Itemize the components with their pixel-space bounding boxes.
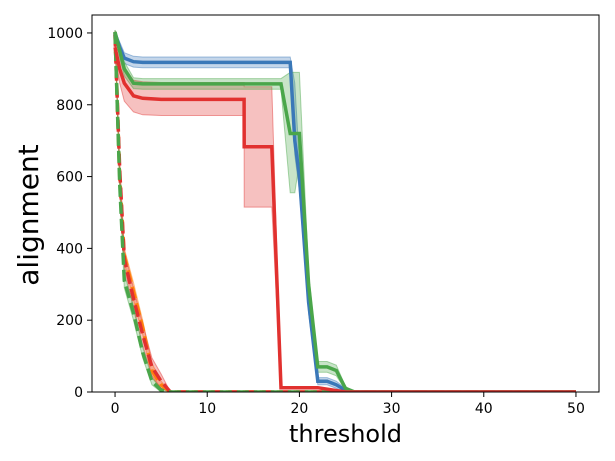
x-tick-label: 0 xyxy=(111,401,120,417)
series-1-line xyxy=(113,46,576,392)
series-0-band xyxy=(114,30,576,392)
y-axis-label: alignment xyxy=(12,144,45,285)
y-tick-label: 1000 xyxy=(47,26,83,42)
y-tick-label: 800 xyxy=(56,98,83,114)
x-tick-label: 30 xyxy=(383,401,401,417)
series-5-line xyxy=(113,31,576,392)
x-tick-label: 40 xyxy=(475,401,493,417)
series-2-line xyxy=(113,31,576,392)
x-axis-label: threshold xyxy=(289,420,402,448)
y-tick-label: 200 xyxy=(56,313,83,329)
plot-frame xyxy=(91,14,600,393)
y-tick-label: 400 xyxy=(56,241,83,257)
y-tick-label: 0 xyxy=(74,385,83,401)
x-tick-label: 50 xyxy=(567,401,585,417)
x-axis-ticks: 0 10 20 30 40 50 xyxy=(111,392,585,417)
x-tick-label: 20 xyxy=(290,401,308,417)
series-2-band xyxy=(114,29,576,392)
x-tick-label: 10 xyxy=(198,401,216,417)
series-lines xyxy=(113,31,576,392)
y-tick-label: 600 xyxy=(56,170,83,186)
y-axis-ticks: 0 200 400 600 800 1000 xyxy=(47,26,92,401)
